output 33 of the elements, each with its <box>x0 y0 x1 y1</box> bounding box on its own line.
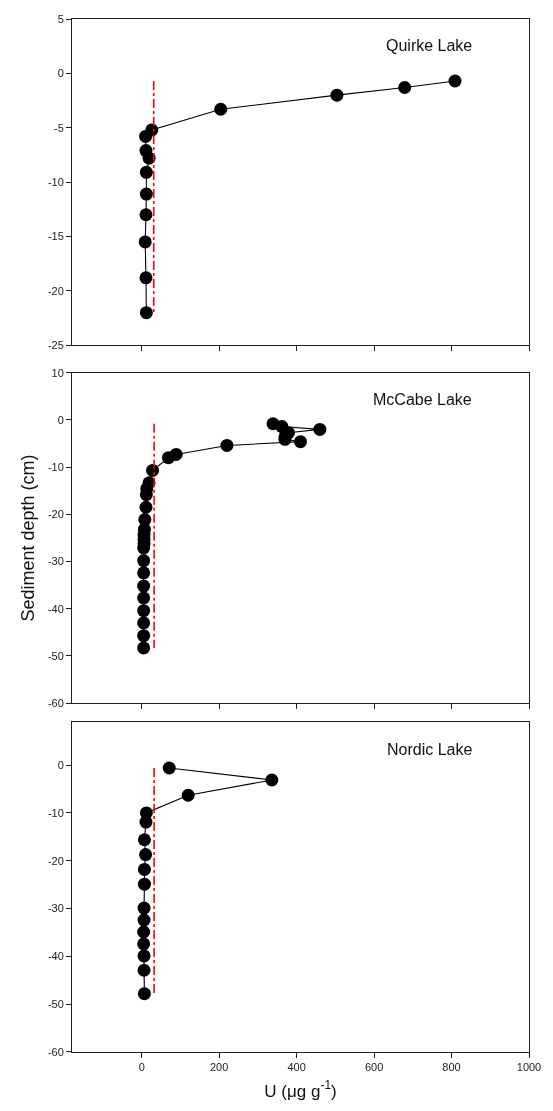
y-tick-label: -10 <box>47 175 64 188</box>
x-tick-label: 800 <box>442 1061 461 1074</box>
y-tick-label: -20 <box>47 284 64 297</box>
y-axis-title: Sediment depth (cm) <box>18 454 39 622</box>
x-tick-label: 1000 <box>516 1061 542 1074</box>
y-tick-label: -60 <box>47 1045 64 1058</box>
y-tick-label: -40 <box>47 602 64 615</box>
y-tick-label: -15 <box>47 230 64 243</box>
x-axis-title: U (μg g$^{-1}$) <box>264 1078 337 1101</box>
y-tick-label: -50 <box>47 998 64 1011</box>
y-tick-label: 10 <box>51 366 64 379</box>
y-tick-label: -30 <box>47 555 64 568</box>
y-tick-label: -10 <box>47 806 64 819</box>
y-tick-label: 0 <box>57 759 64 772</box>
text: Nordic Lake <box>387 741 473 758</box>
text: Quirke Lake <box>386 37 473 54</box>
y-tick-label: -60 <box>47 696 64 709</box>
y-tick-label: -40 <box>47 950 64 963</box>
y-tick-label: 5 <box>57 12 64 25</box>
y-tick-label: -5 <box>54 121 64 134</box>
x-tick-label: 400 <box>287 1061 306 1074</box>
x-tick-label: 200 <box>209 1061 229 1074</box>
y-tick-label: -25 <box>47 339 64 352</box>
y-tick-label: -20 <box>47 854 64 867</box>
y-tick-label: -30 <box>47 902 64 915</box>
x-tick-label: 0 <box>138 1061 145 1074</box>
x-tick-label: 600 <box>364 1061 384 1074</box>
y-tick-label: -50 <box>47 649 64 662</box>
y-tick-label: -10 <box>47 461 64 473</box>
text: McCabe Lake <box>373 391 472 408</box>
y-tick-label: 0 <box>57 413 64 426</box>
y-tick-label: 0 <box>57 67 64 80</box>
y-tick-label: -20 <box>47 508 64 521</box>
